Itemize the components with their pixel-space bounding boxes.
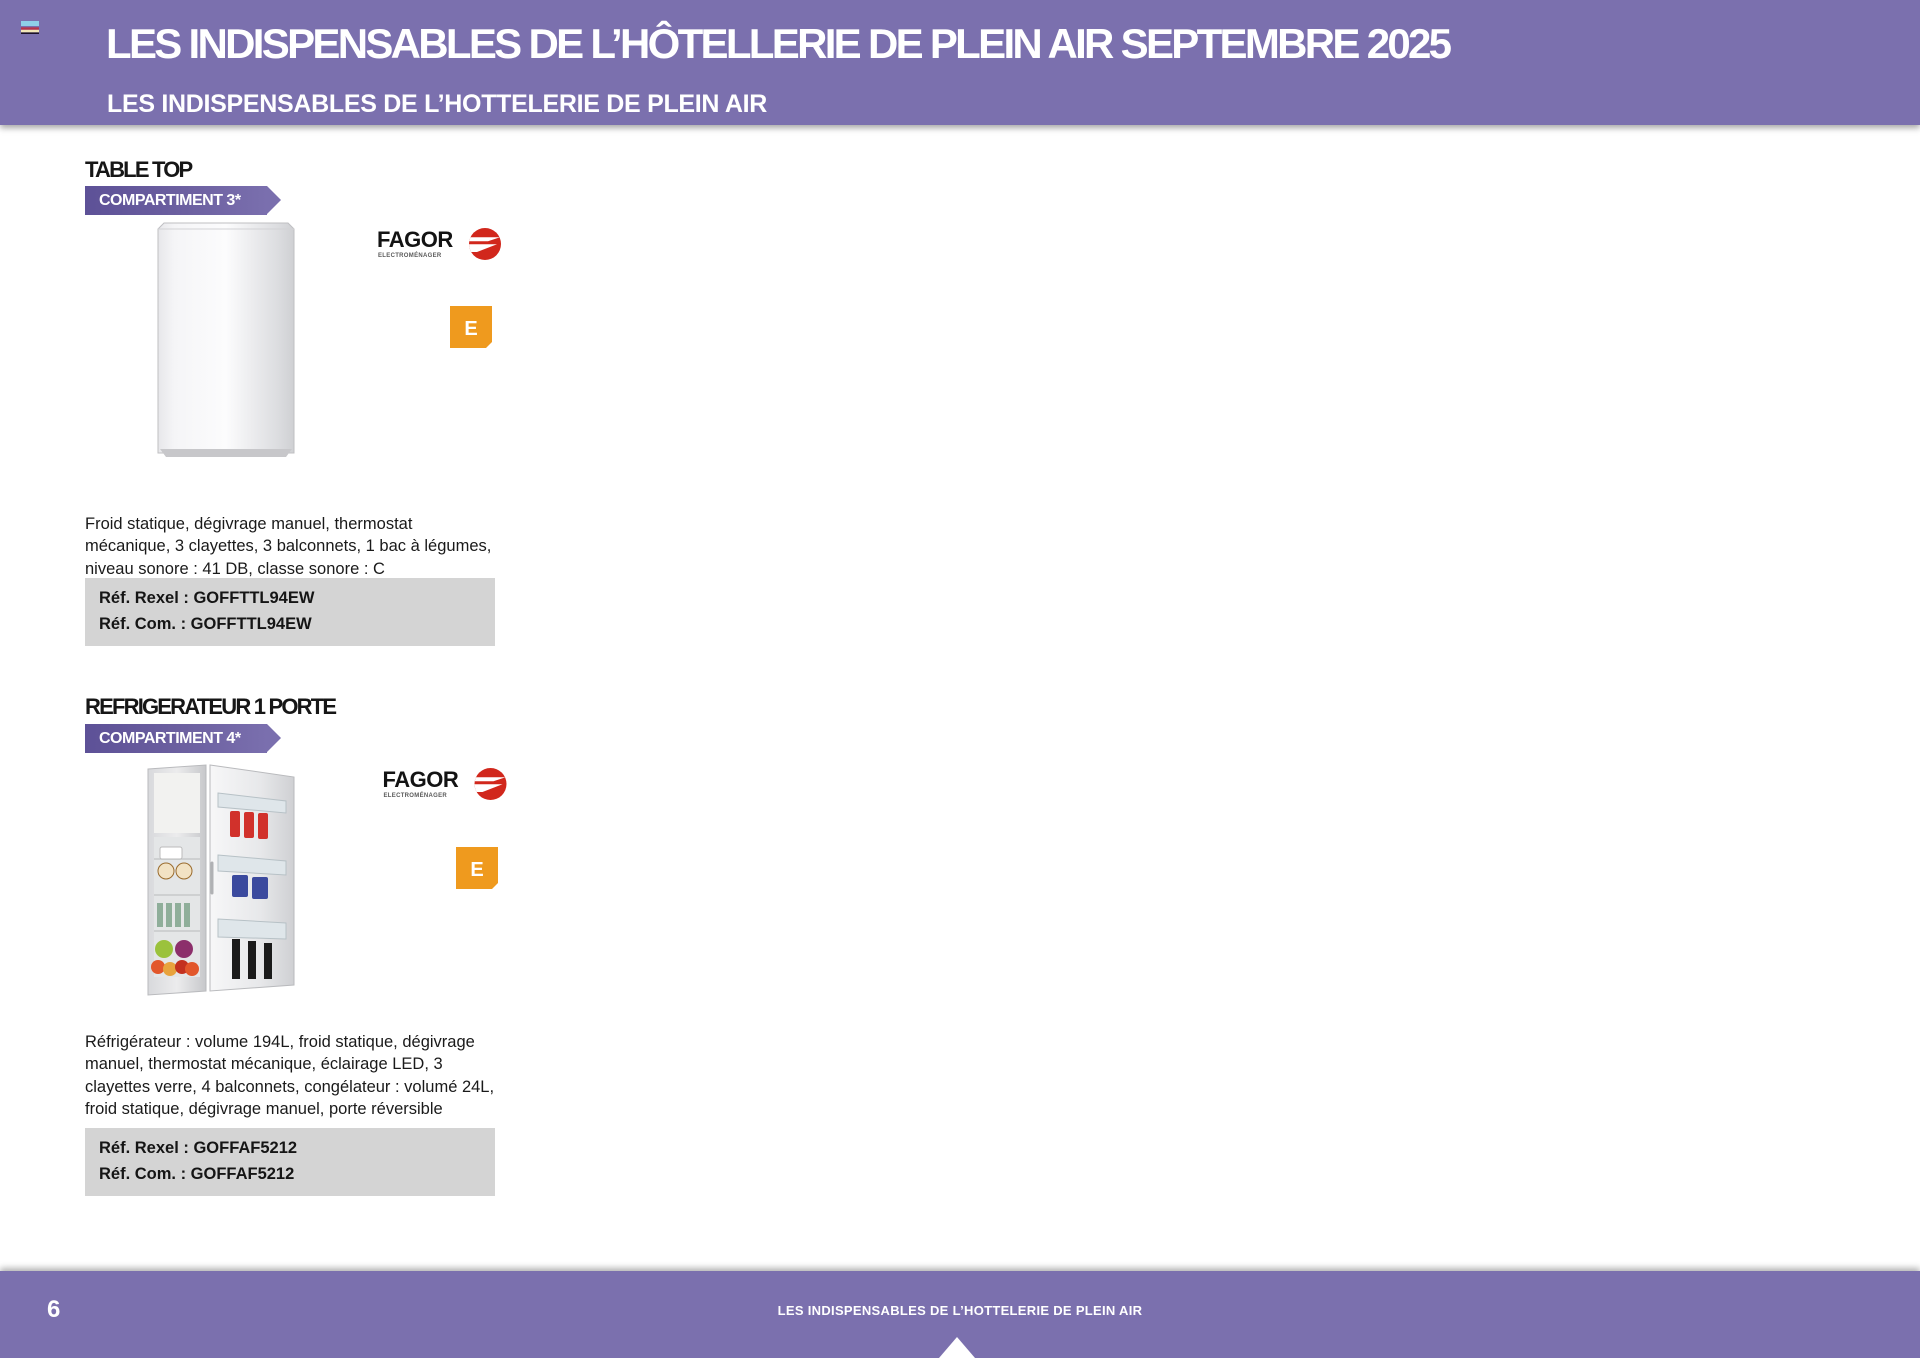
- svg-text:ELECTROMÉNAGER: ELECTROMÉNAGER: [378, 251, 442, 259]
- svg-text:FAGOR: FAGOR: [377, 227, 453, 252]
- svg-text:E: E: [470, 859, 483, 881]
- svg-text:E: E: [464, 318, 477, 340]
- svg-text:FAGOR: FAGOR: [383, 767, 459, 792]
- svg-text:ELECTROMÉNAGER: ELECTROMÉNAGER: [384, 791, 448, 799]
